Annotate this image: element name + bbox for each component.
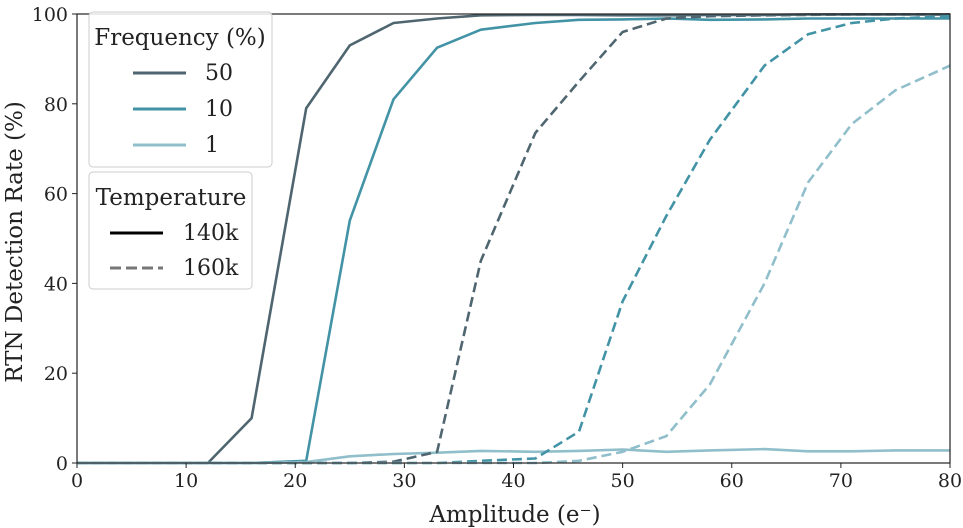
legend-temperature-box [88, 171, 253, 290]
x-tick-label: 10 [174, 470, 198, 492]
x-tick-label: 60 [720, 470, 744, 492]
legend-frequency-label-50: 50 [205, 61, 233, 86]
x-tick-label: 50 [611, 470, 635, 492]
ticks-layer: 0 10 20 30 40 50 60 70 80 0 20 40 60 80 100 [32, 4, 962, 492]
legend-frequency-title: Frequency (%) [94, 25, 266, 51]
y-tick-label: 100 [32, 4, 68, 26]
y-tick-label: 20 [44, 363, 68, 385]
legend-temperature-label-160k: 160k [183, 256, 239, 281]
legend-frequency: Frequency (%) 50 10 1 [88, 11, 273, 168]
series-line-freq-1-temp-140k [77, 447, 950, 465]
x-tick-label: 20 [283, 470, 307, 492]
x-tick-label: 30 [392, 470, 416, 492]
y-tick-label: 40 [44, 273, 68, 295]
x-tick-label: 80 [938, 470, 962, 492]
legend-frequency-box [88, 11, 273, 168]
x-tick-label: 70 [829, 470, 853, 492]
y-axis-label: RTN Detection Rate (%) [2, 101, 28, 383]
x-tick-label: 40 [501, 470, 525, 492]
legend-frequency-label-1: 1 [205, 133, 219, 158]
x-axis-label: Amplitude (e⁻) [428, 502, 600, 528]
series-line-freq-1-temp-160k [77, 64, 951, 465]
x-tick-label: 0 [71, 470, 83, 492]
legend-temperature-title: Temperature [96, 185, 247, 211]
legend-temperature-label-140k: 140k [183, 221, 239, 246]
y-tick-label: 60 [44, 184, 68, 206]
y-tick-label: 80 [44, 94, 68, 116]
legend-temperature: Temperature 140k 160k [88, 171, 253, 290]
y-tick-label: 0 [56, 453, 68, 475]
legend-frequency-label-10: 10 [205, 97, 233, 122]
